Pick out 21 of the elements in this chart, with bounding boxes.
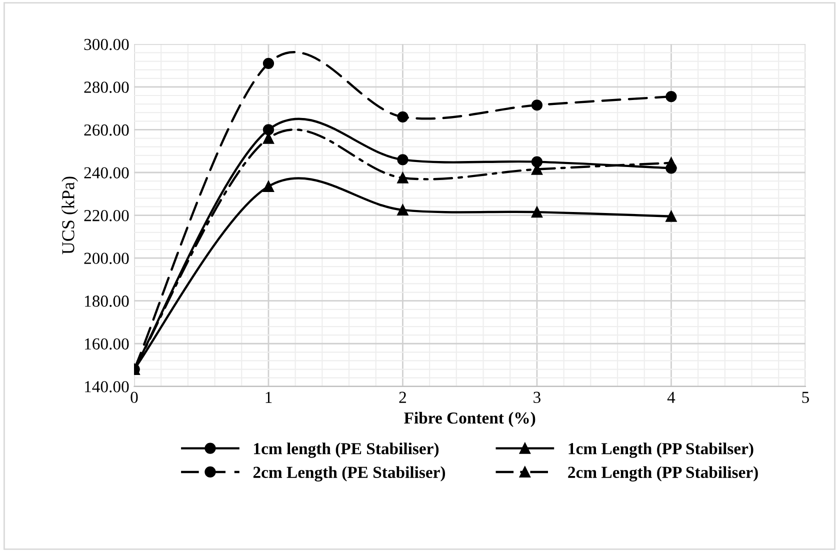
legend-label: 1cm length (PE Stabiliser) bbox=[254, 442, 439, 458]
x-tick-label: 0 bbox=[130, 392, 138, 403]
x-tick-label: 1 bbox=[266, 392, 272, 403]
y-tick-label: 220.00 bbox=[84, 210, 129, 222]
x-tick-label: 4 bbox=[667, 392, 676, 403]
x-tick-label: 5 bbox=[802, 392, 809, 403]
x-tick-label: 2 bbox=[399, 392, 406, 403]
x-axis-title: Fibre Content (%) bbox=[404, 412, 536, 428]
y-tick-label: 200.00 bbox=[84, 252, 129, 264]
legend-label: 2cm Length (PE Stabiliser) bbox=[253, 466, 446, 482]
x-tick-label: 3 bbox=[534, 392, 540, 403]
y-tick-label: 160.00 bbox=[85, 338, 129, 350]
legend-label: 2cm Length (PP Stabiliser) bbox=[568, 466, 758, 482]
legend-label: 1cm Length (PP Stabilser) bbox=[568, 442, 754, 458]
y-tick-label: 280.00 bbox=[84, 82, 129, 93]
y-tick-label: 300.00 bbox=[84, 38, 129, 50]
y-tick-label: 140.00 bbox=[85, 381, 129, 392]
y-tick-label: 180.00 bbox=[85, 296, 129, 307]
y-axis-title: UCS (kPa) bbox=[62, 176, 78, 254]
y-tick-label: 240.00 bbox=[84, 167, 129, 179]
y-tick-label: 260.00 bbox=[84, 124, 129, 136]
